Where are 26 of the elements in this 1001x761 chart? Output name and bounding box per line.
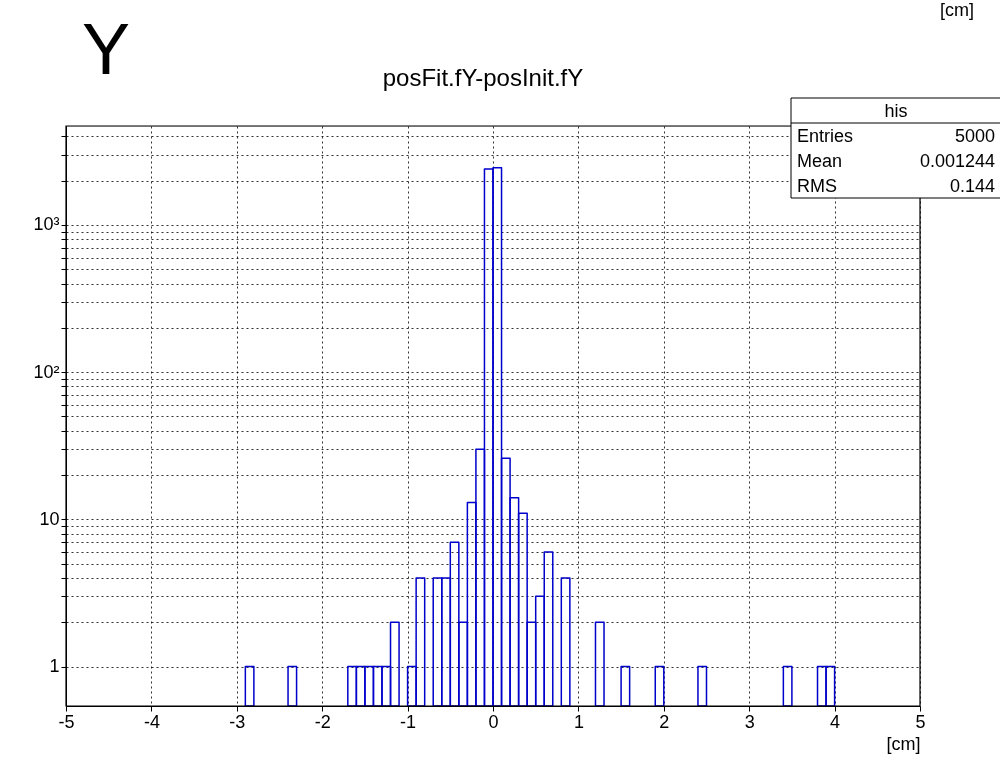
x-tick-label: 0 — [488, 711, 499, 732]
text: his — [884, 101, 908, 121]
x-tick-label: 1 — [573, 711, 584, 732]
chart-title: posFit.fY-posInit.fY — [382, 64, 584, 91]
y-tick-label: 10 — [39, 508, 60, 529]
x-tick-label: -5 — [58, 711, 75, 732]
text: 0.144 — [949, 176, 995, 196]
x-tick-label: 3 — [744, 711, 755, 732]
text: [cm] — [940, 0, 974, 20]
y-tick-label: 10² — [33, 361, 60, 382]
annotation: Mean — [797, 151, 843, 171]
x-tick-label: -4 — [143, 711, 160, 732]
x-tick-label: 5 — [915, 711, 926, 732]
x-tick-label: 2 — [659, 711, 670, 732]
text: 5000 — [954, 126, 995, 146]
text: Y — [82, 9, 131, 89]
annotation: 0.001244 — [919, 151, 995, 171]
annotation: Entries — [797, 126, 854, 146]
x-tick-label: -2 — [314, 711, 331, 732]
x-tick-label: -1 — [400, 711, 417, 732]
annotation: RMS — [797, 176, 837, 196]
x-tick-label: 4 — [830, 711, 841, 732]
y-tick-label: 1 — [49, 656, 60, 677]
x-axis-title: [cm] — [886, 733, 921, 754]
x-tick-label: -3 — [229, 711, 246, 732]
y-tick-label: 10³ — [33, 214, 60, 235]
